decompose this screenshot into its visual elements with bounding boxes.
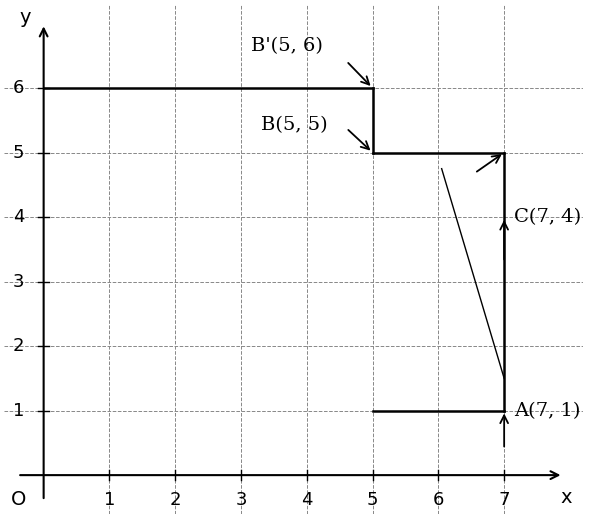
Text: C(7, 4): C(7, 4) [514,208,581,226]
Text: B'(5, 6): B'(5, 6) [251,37,323,55]
Text: 5: 5 [13,143,25,162]
Text: 2: 2 [170,491,181,509]
Text: y: y [20,8,31,26]
Text: B(5, 5): B(5, 5) [261,117,328,135]
Text: 5: 5 [367,491,379,509]
Text: A(7, 1): A(7, 1) [514,401,580,420]
Text: 3: 3 [235,491,247,509]
Text: 4: 4 [301,491,313,509]
Text: 4: 4 [13,208,25,226]
Text: 6: 6 [432,491,444,509]
Text: 1: 1 [13,401,25,420]
Text: 6: 6 [13,79,25,97]
Text: 3: 3 [13,272,25,291]
Text: 1: 1 [104,491,115,509]
Text: 7: 7 [498,491,510,509]
Text: 2: 2 [13,337,25,355]
Text: O: O [11,490,26,509]
Text: x: x [561,488,573,507]
